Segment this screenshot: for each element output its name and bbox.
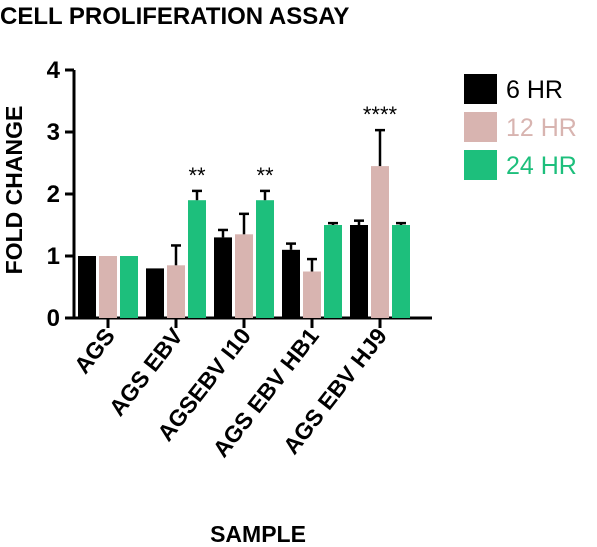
legend-swatch	[464, 112, 497, 142]
legend-swatch	[464, 74, 497, 104]
legend: 6 HR 12 HR 24 HR	[464, 74, 577, 180]
bar-12-hr	[99, 256, 117, 318]
bar-12-hr	[371, 166, 389, 318]
chart-title: CELL PROLIFERATION ASSAY	[0, 3, 349, 30]
legend-label: 6 HR	[506, 76, 563, 104]
bar-12-hr	[235, 234, 253, 318]
y-tick-label: 2	[47, 181, 60, 208]
legend-label: 24 HR	[506, 152, 577, 180]
y-tick-label: 1	[47, 243, 60, 270]
bar-6-hr	[350, 225, 368, 318]
x-tick-label: AGS	[69, 323, 120, 378]
bar-6-hr	[78, 256, 96, 318]
legend-label: 12 HR	[506, 114, 577, 142]
bar-24-hr	[188, 200, 206, 318]
bar-24-hr	[392, 225, 410, 318]
bar-24-hr	[324, 225, 342, 318]
x-axis-label: SAMPLE	[210, 521, 306, 547]
y-axis-label: FOLD CHANGE	[1, 106, 27, 275]
y-tick-label: 3	[47, 119, 60, 146]
bar-6-hr	[282, 249, 300, 318]
bar-12-hr	[303, 271, 321, 318]
bar-12-hr	[167, 265, 185, 318]
significance-marker: **	[188, 163, 206, 188]
legend-swatch	[464, 150, 497, 180]
y-tick-label: 4	[47, 57, 61, 84]
bar-24-hr	[120, 256, 138, 318]
bar-6-hr	[214, 237, 232, 318]
significance-marker: ****	[363, 102, 398, 127]
bar-6-hr	[146, 268, 164, 318]
y-tick-label: 0	[47, 305, 60, 332]
bar-24-hr	[256, 200, 274, 318]
significance-marker: **	[256, 163, 274, 188]
